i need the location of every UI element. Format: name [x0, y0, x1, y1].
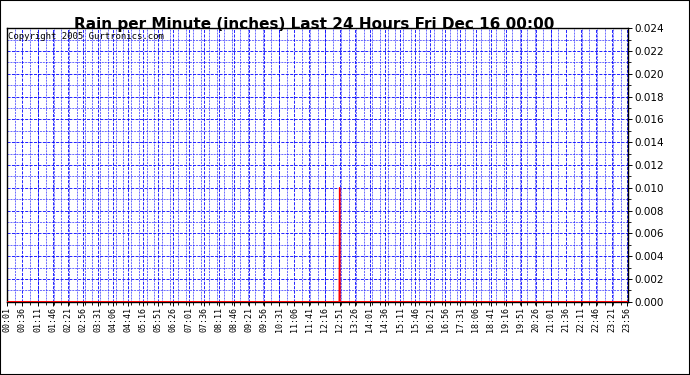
- Text: Rain per Minute (inches) Last 24 Hours Fri Dec 16 00:00: Rain per Minute (inches) Last 24 Hours F…: [74, 17, 554, 32]
- Text: Copyright 2005 Gurtronics.com: Copyright 2005 Gurtronics.com: [8, 32, 164, 41]
